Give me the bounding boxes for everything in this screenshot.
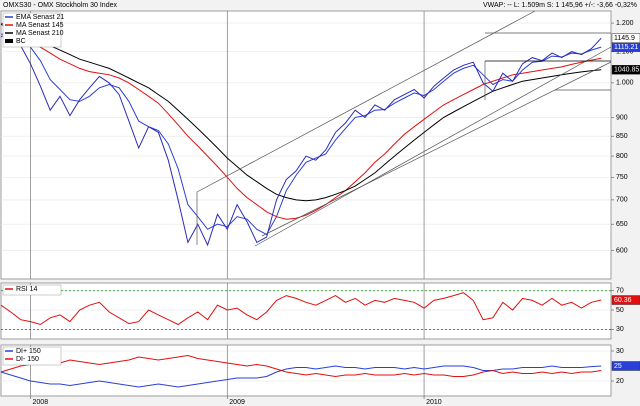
y-tick-label: 70 [616, 288, 624, 295]
stats: VWAP: -- L: 1.509m S: 1 145,96 +/-: -3,6… [483, 2, 637, 9]
panel [0, 10, 612, 280]
legend-label: RSI 14 [16, 286, 38, 293]
y-tick-label: 850 [616, 133, 628, 140]
value-tag [611, 65, 640, 75]
y-tick-label: 650 [616, 221, 628, 228]
value-tag-label: 1040.85 [614, 67, 639, 74]
value-tag [611, 33, 640, 43]
y-tick-label: 750 [616, 174, 628, 181]
legend-label: DI- 150 [16, 356, 39, 363]
trend-lines [196, 10, 612, 247]
x-tick-label: 2008 [33, 399, 49, 406]
y-tick-label: 30 [616, 326, 624, 333]
legend-label: MA Senast 210 [16, 30, 64, 37]
value-tag [611, 295, 640, 305]
legend-label: BC [16, 38, 26, 45]
legend-label: EMA Senast 21 [16, 14, 64, 21]
legend: RSI 14 [2, 284, 62, 296]
x-tick-label: 2009 [229, 399, 245, 406]
legend-box [2, 284, 62, 296]
series-line [0, 23, 602, 202]
value-tag-label: 60.36 [614, 297, 632, 304]
value-tag [611, 361, 640, 371]
y-tick-label: 600 [616, 247, 628, 254]
value-tag-label: 25 [614, 363, 622, 370]
series-line [0, 292, 602, 326]
y-tick-label: 20 [616, 378, 624, 385]
panel [0, 282, 612, 340]
legend-label: MA Senast 145 [16, 22, 64, 29]
y-tick-label: 1.200 [616, 20, 634, 27]
channel-line [254, 46, 612, 247]
legend-swatch [5, 39, 13, 43]
legend-box [2, 12, 62, 48]
legend-label: DI+ 150 [16, 348, 41, 355]
panel [0, 344, 612, 397]
y-tick-label: 1.000 [616, 80, 634, 87]
series-line [0, 30, 602, 247]
chart-title: OMXS30 - OMX Stockholm 30 Index [3, 2, 117, 9]
legend-box [2, 346, 62, 366]
series-line [0, 33, 602, 236]
y-tick-label: 1.100 [616, 48, 634, 55]
y-tick-label: 900 [616, 114, 628, 121]
y-tick-label: 700 [616, 197, 628, 204]
value-tag-label: 1115.21 [614, 44, 638, 51]
y-tick-label: 50 [616, 307, 624, 314]
x-tick-label: 2010 [426, 399, 442, 406]
channel-line [196, 10, 536, 193]
series-line [0, 354, 602, 378]
series-line [0, 365, 602, 388]
value-tag-label: 1145.9 [614, 35, 635, 42]
y-tick-label: 30 [616, 348, 624, 355]
channel-line [261, 61, 612, 237]
y-tick-label: 800 [616, 153, 628, 160]
